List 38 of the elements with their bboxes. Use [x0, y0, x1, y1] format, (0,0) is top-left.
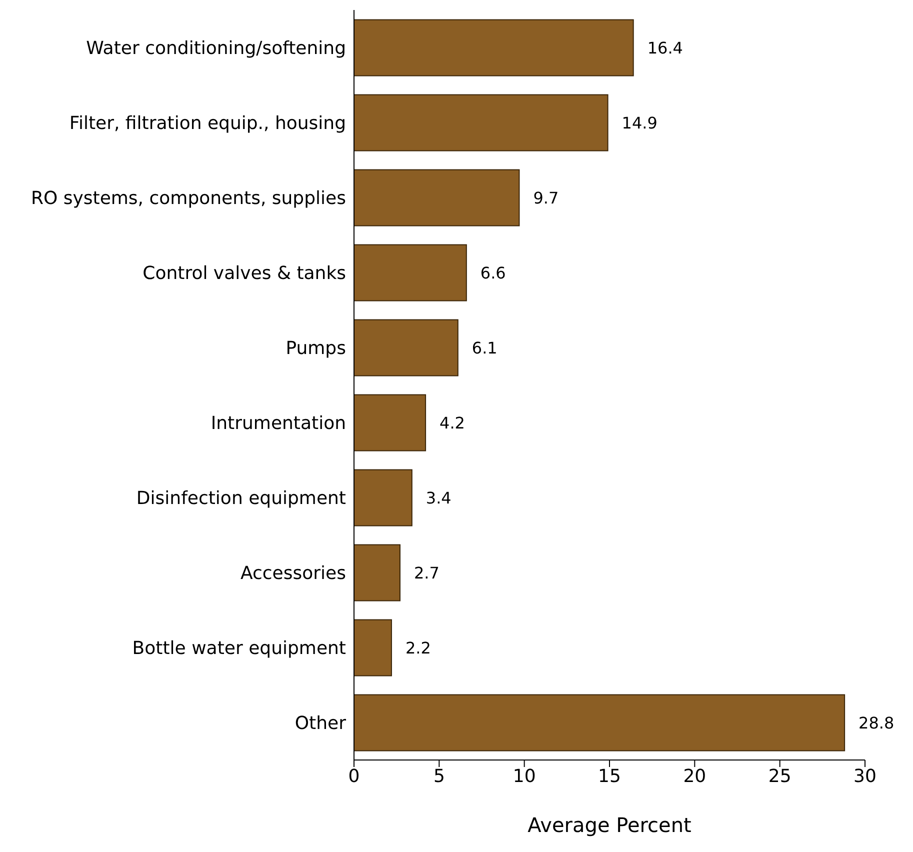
- y-tick-label: RO systems, components, supplies: [30, 188, 346, 209]
- x-tick-label: 5: [433, 766, 445, 787]
- y-tick-label: Water conditioning/softening: [86, 38, 346, 59]
- y-tick-label: Accessories: [240, 562, 346, 584]
- data-label: 28.8: [858, 713, 894, 732]
- bar: [354, 619, 392, 676]
- data-label: 9.7: [533, 188, 559, 208]
- y-tick-label: Bottle water equipment: [132, 638, 346, 659]
- y-tick-label: Pumps: [286, 338, 346, 359]
- data-label: 2.7: [414, 563, 440, 582]
- data-label: 16.4: [647, 38, 683, 58]
- y-tick-label: Control valves & tanks: [142, 262, 346, 284]
- y-tick-label: Intrumentation: [210, 412, 346, 434]
- bar: [354, 469, 412, 526]
- x-tick-label: 20: [683, 766, 706, 787]
- x-tick-label: 0: [348, 766, 360, 787]
- bar: [354, 544, 400, 602]
- bar: [354, 94, 608, 152]
- data-label: 6.1: [472, 338, 498, 358]
- bar: [354, 694, 846, 752]
- data-label: 4.2: [440, 413, 465, 432]
- x-tick-label: 25: [768, 766, 792, 787]
- data-label: 3.4: [426, 488, 452, 508]
- x-axis-title: Average Percent: [528, 813, 692, 837]
- y-tick-label: Other: [294, 712, 347, 734]
- y-tick-label: Disinfection equipment: [136, 488, 346, 509]
- y-tick-label: Filter, filtration equip., housing: [69, 112, 346, 134]
- bar: [354, 169, 520, 226]
- x-tick-label: 10: [512, 766, 536, 787]
- bar: [354, 244, 467, 302]
- x-tick-label: 15: [598, 766, 621, 787]
- data-label: 6.6: [480, 263, 506, 282]
- data-label: 14.9: [622, 113, 658, 132]
- data-label: 2.2: [405, 638, 431, 658]
- bar: [354, 394, 426, 452]
- x-tick-label: 30: [854, 766, 876, 787]
- bar: [354, 19, 634, 76]
- bar: [354, 319, 458, 376]
